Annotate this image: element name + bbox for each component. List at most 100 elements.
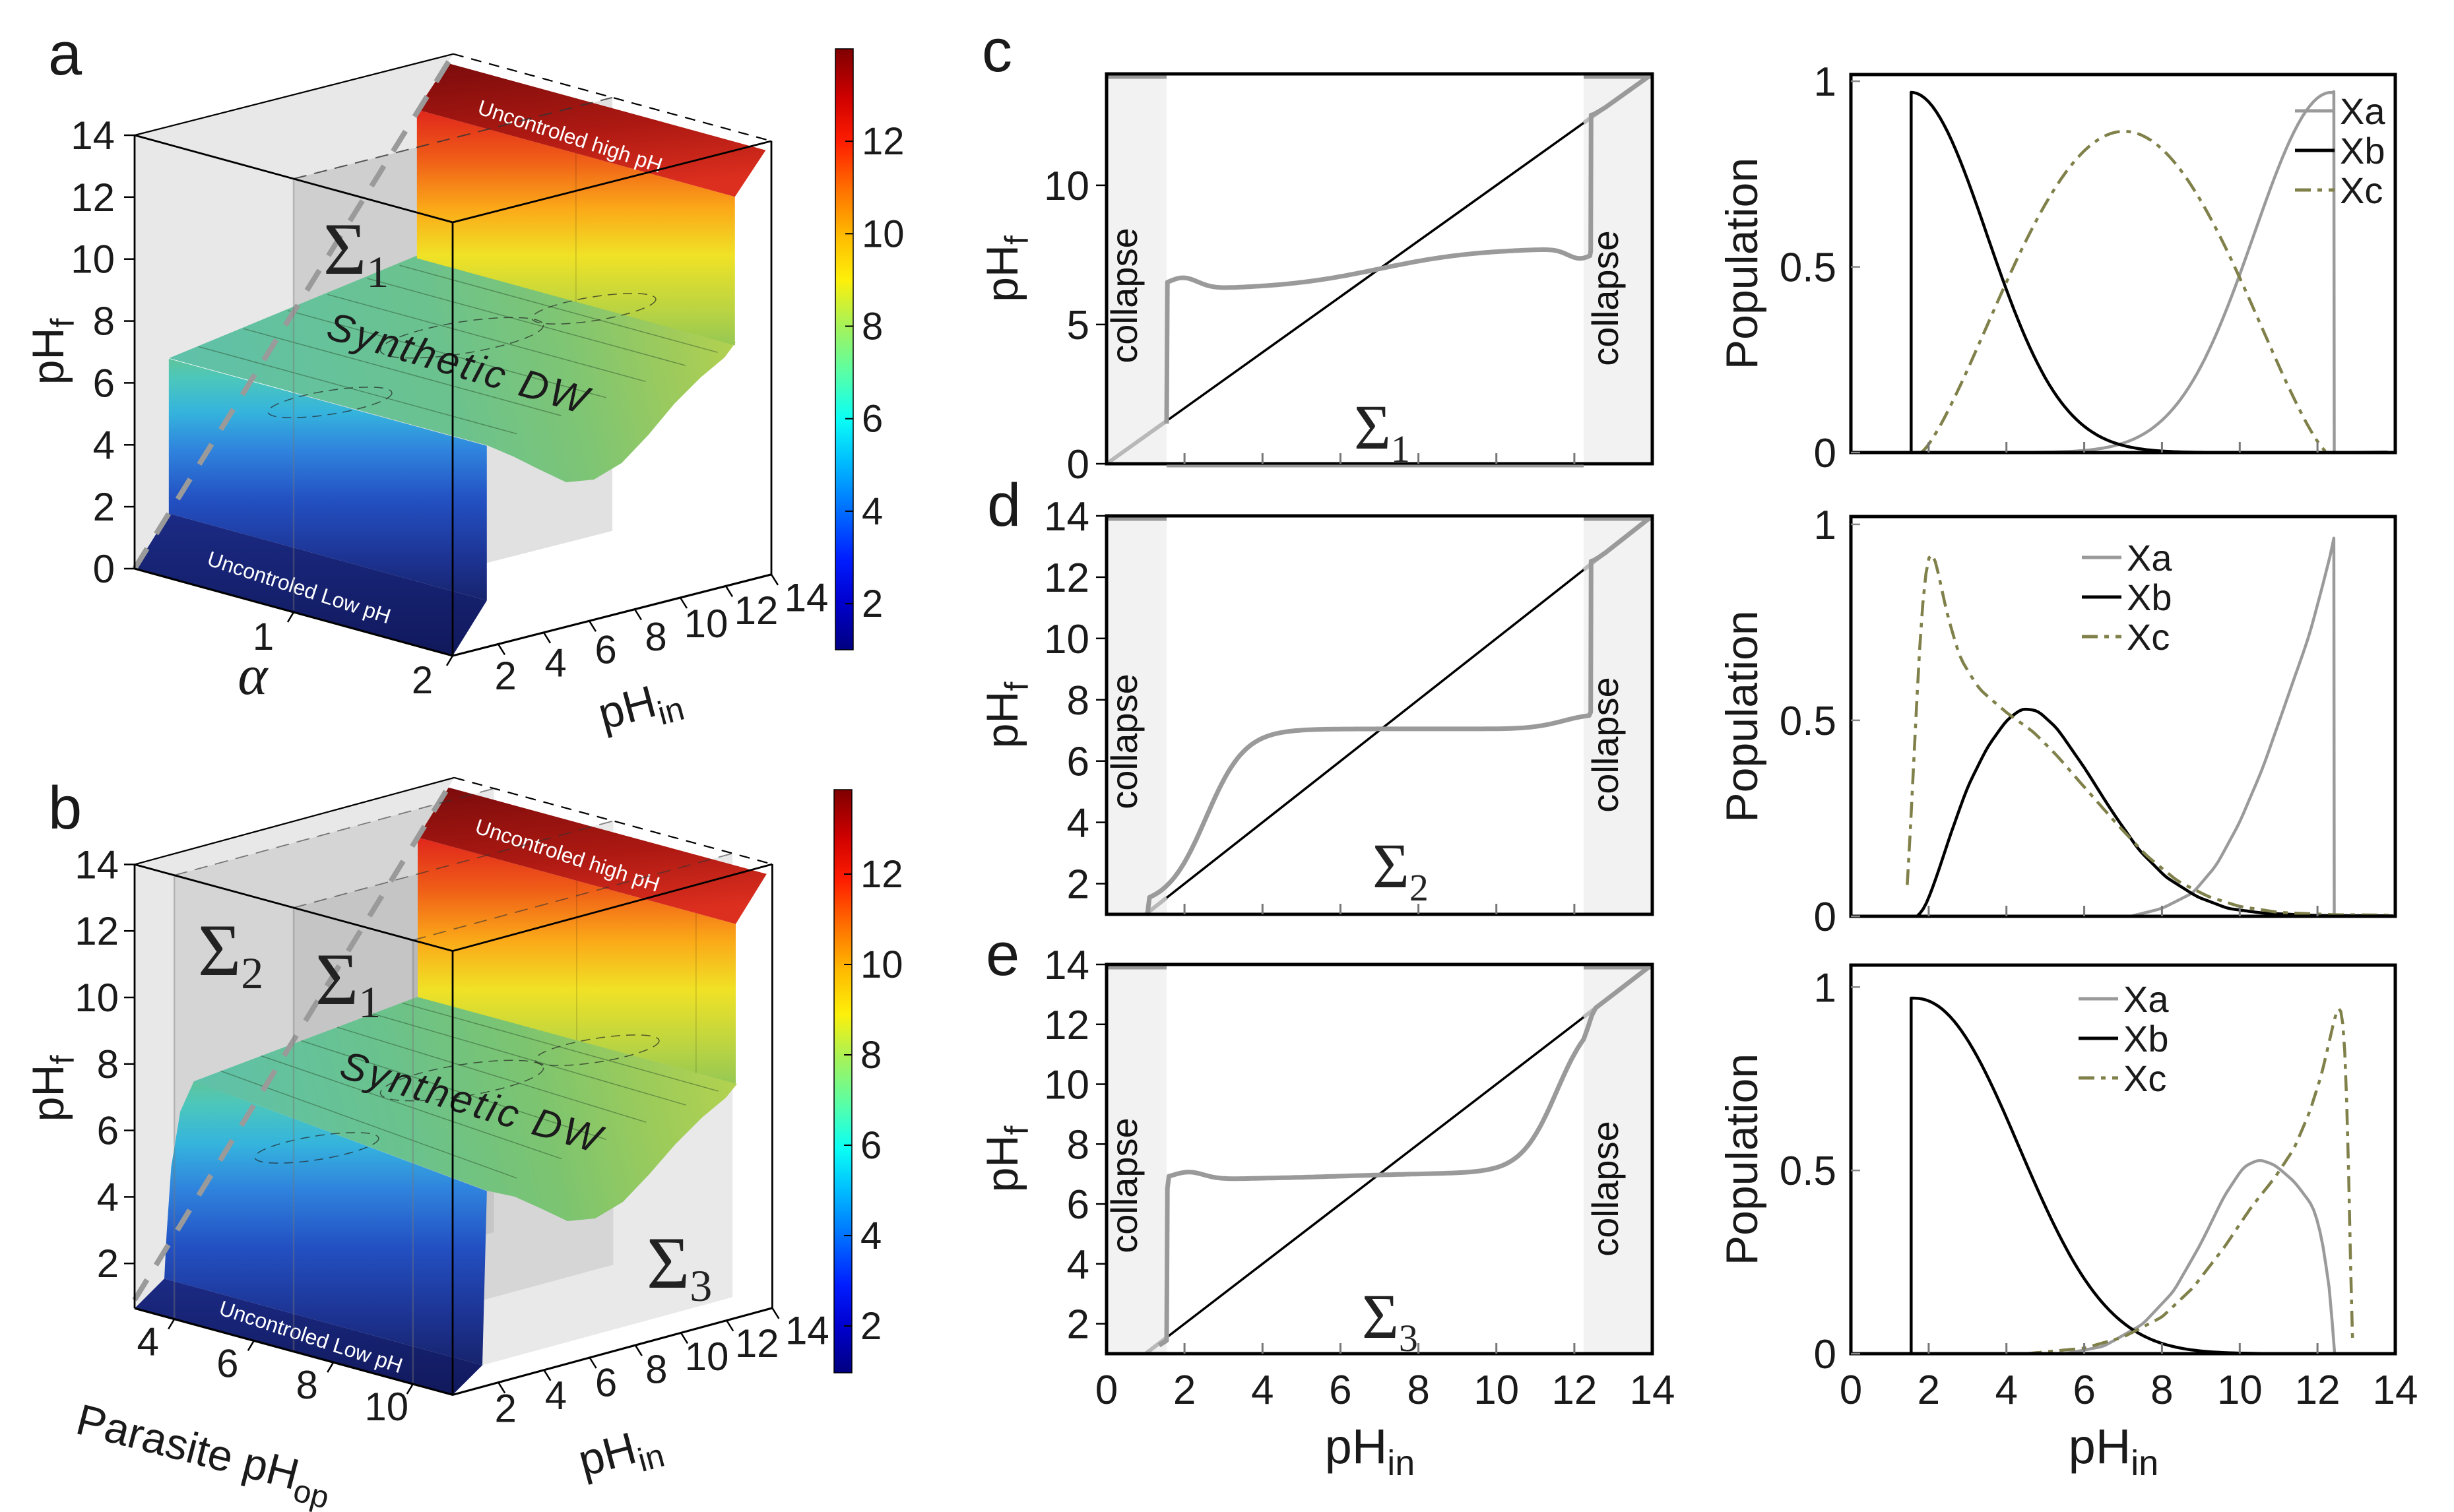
svg-text:d: d [987,472,1021,539]
svg-text:4: 4 [97,1175,119,1219]
svg-text:12: 12 [71,175,115,220]
svg-text:12: 12 [1551,1368,1597,1413]
svg-text:0.5: 0.5 [1780,1149,1836,1194]
svg-text:2: 2 [494,654,516,698]
svg-text:collapse: collapse [1584,677,1626,812]
svg-text:Population: Population [1717,158,1767,369]
svg-text:10: 10 [2217,1368,2263,1413]
svg-text:8: 8 [97,1042,119,1087]
svg-text:1: 1 [1814,59,1836,105]
svg-text:4: 4 [544,641,566,685]
svg-text:10: 10 [1044,164,1089,209]
svg-text:4: 4 [137,1320,159,1364]
svg-text:2: 2 [1173,1368,1196,1413]
svg-text:12: 12 [734,588,779,633]
svg-text:12: 12 [860,853,903,896]
svg-text:2: 2 [412,659,433,702]
svg-text:14: 14 [1044,943,1089,988]
svg-text:Xa: Xa [2340,90,2385,132]
svg-text:8: 8 [1067,678,1089,724]
svg-text:2: 2 [97,1242,119,1286]
svg-text:1: 1 [253,615,274,658]
svg-text:0: 0 [93,547,115,591]
svg-text:pHf: pHf [23,1055,81,1121]
svg-text:8: 8 [860,1034,882,1077]
svg-text:2: 2 [862,583,883,625]
svg-text:Xc: Xc [2127,616,2170,658]
svg-text:8: 8 [645,615,666,659]
svg-text:4: 4 [860,1214,882,1257]
svg-text:collapse: collapse [1103,674,1145,809]
svg-text:6: 6 [1067,1182,1089,1228]
svg-text:8: 8 [2150,1368,2173,1413]
svg-text:6: 6 [862,398,883,441]
svg-text:Xb: Xb [2127,577,2172,618]
svg-text:Xa: Xa [2123,978,2169,1020]
svg-text:0: 0 [1814,431,1836,476]
svg-text:12: 12 [75,909,119,953]
svg-text:0: 0 [1840,1368,1862,1413]
svg-text:10: 10 [364,1385,408,1429]
svg-text:0: 0 [1814,895,1836,940]
svg-text:8: 8 [645,1348,667,1392]
svg-text:4: 4 [862,490,883,533]
svg-text:8: 8 [1067,1122,1089,1168]
svg-text:e: e [986,921,1019,988]
svg-text:10: 10 [862,212,905,255]
svg-text:Xb: Xb [2340,130,2385,172]
svg-text:14: 14 [785,1309,829,1353]
svg-text:2: 2 [1067,862,1089,908]
svg-text:10: 10 [75,976,119,1020]
svg-text:2: 2 [1067,1302,1089,1348]
svg-text:14: 14 [1630,1368,1675,1413]
svg-text:10: 10 [1044,617,1089,662]
svg-text:pHf: pHf [977,681,1035,748]
svg-text:collapse: collapse [1103,1118,1145,1253]
svg-text:collapse: collapse [1103,228,1145,363]
svg-text:4: 4 [1251,1368,1274,1413]
svg-text:4: 4 [1067,801,1089,846]
svg-text:6: 6 [595,628,616,672]
svg-text:2: 2 [495,1387,517,1431]
svg-text:6: 6 [1067,740,1089,785]
svg-text:Population: Population [1717,1054,1767,1265]
svg-text:8: 8 [93,299,115,344]
svg-text:2: 2 [860,1305,882,1348]
svg-text:10: 10 [71,237,115,282]
svg-text:12: 12 [862,120,905,163]
svg-text:0: 0 [1814,1332,1836,1377]
svg-text:12: 12 [735,1321,779,1366]
svg-text:pHf: pHf [977,236,1035,302]
svg-text:1: 1 [1814,965,1836,1011]
svg-text:10: 10 [1044,1063,1089,1108]
svg-text:Σ1: Σ1 [1354,392,1410,470]
svg-text:14: 14 [1044,494,1089,540]
svg-text:14: 14 [2373,1368,2418,1413]
svg-text:10: 10 [860,943,903,986]
svg-text:0: 0 [1067,442,1089,488]
svg-text:6: 6 [93,361,115,405]
svg-text:Σ3: Σ3 [1362,1281,1418,1360]
svg-text:12: 12 [2295,1368,2341,1413]
svg-text:6: 6 [97,1109,119,1153]
svg-text:14: 14 [785,575,829,619]
svg-text:Xb: Xb [2123,1018,2169,1059]
svg-text:6: 6 [595,1360,617,1404]
svg-text:0.5: 0.5 [1780,699,1836,744]
svg-text:Xa: Xa [2127,537,2172,579]
svg-text:pHf: pHf [977,1125,1035,1192]
svg-text:collapse: collapse [1584,1121,1626,1256]
svg-text:12: 12 [1044,555,1089,601]
svg-text:10: 10 [1473,1368,1519,1413]
svg-text:8: 8 [296,1363,318,1407]
svg-text:4: 4 [545,1373,567,1418]
svg-text:0: 0 [1095,1368,1118,1413]
svg-text:2: 2 [1918,1368,1940,1413]
svg-text:α: α [238,643,269,707]
svg-text:6: 6 [2073,1368,2095,1413]
svg-text:Xc: Xc [2123,1057,2166,1099]
svg-text:6: 6 [1329,1368,1351,1413]
svg-text:10: 10 [685,1335,729,1379]
svg-text:8: 8 [1407,1368,1429,1413]
svg-text:1: 1 [1814,503,1836,548]
